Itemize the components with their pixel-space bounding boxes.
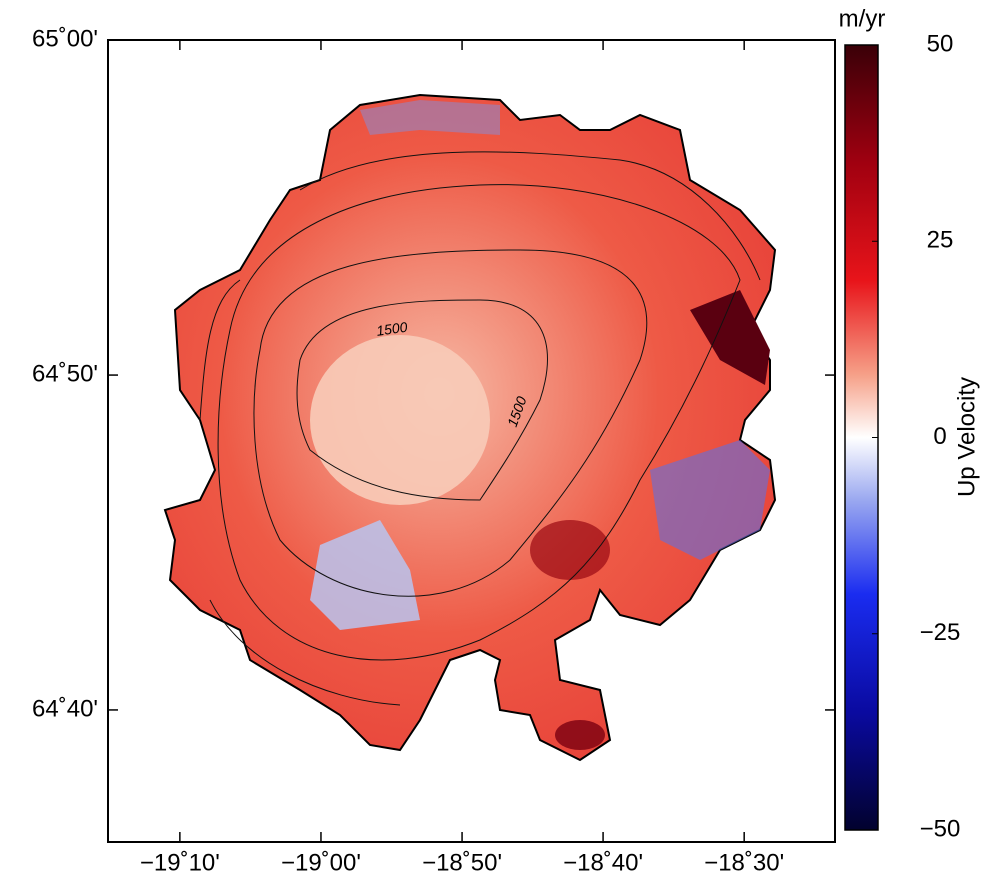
uplift-patch: [310, 520, 420, 630]
x-tick-label: −18˚50': [422, 849, 502, 876]
outlet-glacier: [555, 720, 605, 750]
contour-label: 1500: [375, 319, 408, 339]
x-tick-label: −19˚00': [281, 849, 361, 876]
colorbar-tick-label: 25: [927, 227, 954, 254]
colorbar-tick-label: −50: [920, 815, 961, 842]
uplift-patch: [650, 440, 770, 560]
y-tick-label: 64˚50': [32, 360, 98, 387]
y-tick-label: 64˚40': [32, 695, 98, 722]
colorbar-tick-label: 0: [933, 423, 946, 450]
summit-area: [310, 335, 490, 505]
outlet-glacier: [690, 290, 770, 385]
x-tick-label: −18˚30': [704, 849, 784, 876]
ice-cap: 1500 1500: [163, 93, 777, 762]
y-tick-label: 65˚00': [32, 25, 98, 52]
uplift-patch: [360, 100, 500, 135]
contour: [253, 249, 648, 597]
contour: [299, 151, 761, 281]
colorbar-tick-label: 50: [927, 30, 954, 57]
colorbar-unit: m/yr: [839, 5, 886, 32]
x-tick-label: −19˚10': [140, 849, 220, 876]
axes-frame: [107, 39, 836, 843]
colorbar-tick-label: −25: [920, 619, 961, 646]
contour: [296, 299, 548, 501]
colorbar-label: Up Velocity: [953, 377, 980, 497]
outlet-glacier: [530, 520, 610, 580]
contour: [199, 279, 401, 706]
contour: [217, 184, 741, 661]
x-tick-label: −18˚40': [563, 849, 643, 876]
